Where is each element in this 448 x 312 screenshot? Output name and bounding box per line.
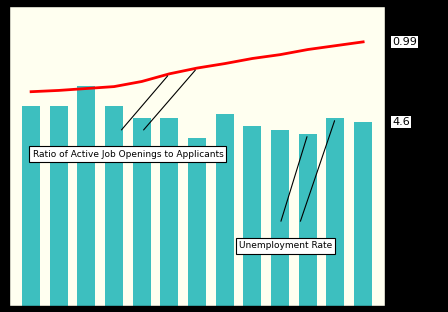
Text: Unemployment Rate: Unemployment Rate [239,241,332,250]
Bar [327,118,345,306]
Bar [243,126,262,306]
Text: 4.6: 4.6 [392,117,410,127]
Bar [78,86,95,306]
Text: 0.99: 0.99 [392,37,417,47]
Bar [105,106,123,306]
Text: Ratio of Active Job Openings to Applicants: Ratio of Active Job Openings to Applican… [33,149,223,158]
Bar [133,118,151,306]
Bar [271,130,289,306]
Bar [354,122,372,306]
Bar [160,118,178,306]
Bar [22,106,40,306]
Bar [188,138,206,306]
Bar [50,106,68,306]
Bar [216,114,234,306]
Bar [299,134,317,306]
